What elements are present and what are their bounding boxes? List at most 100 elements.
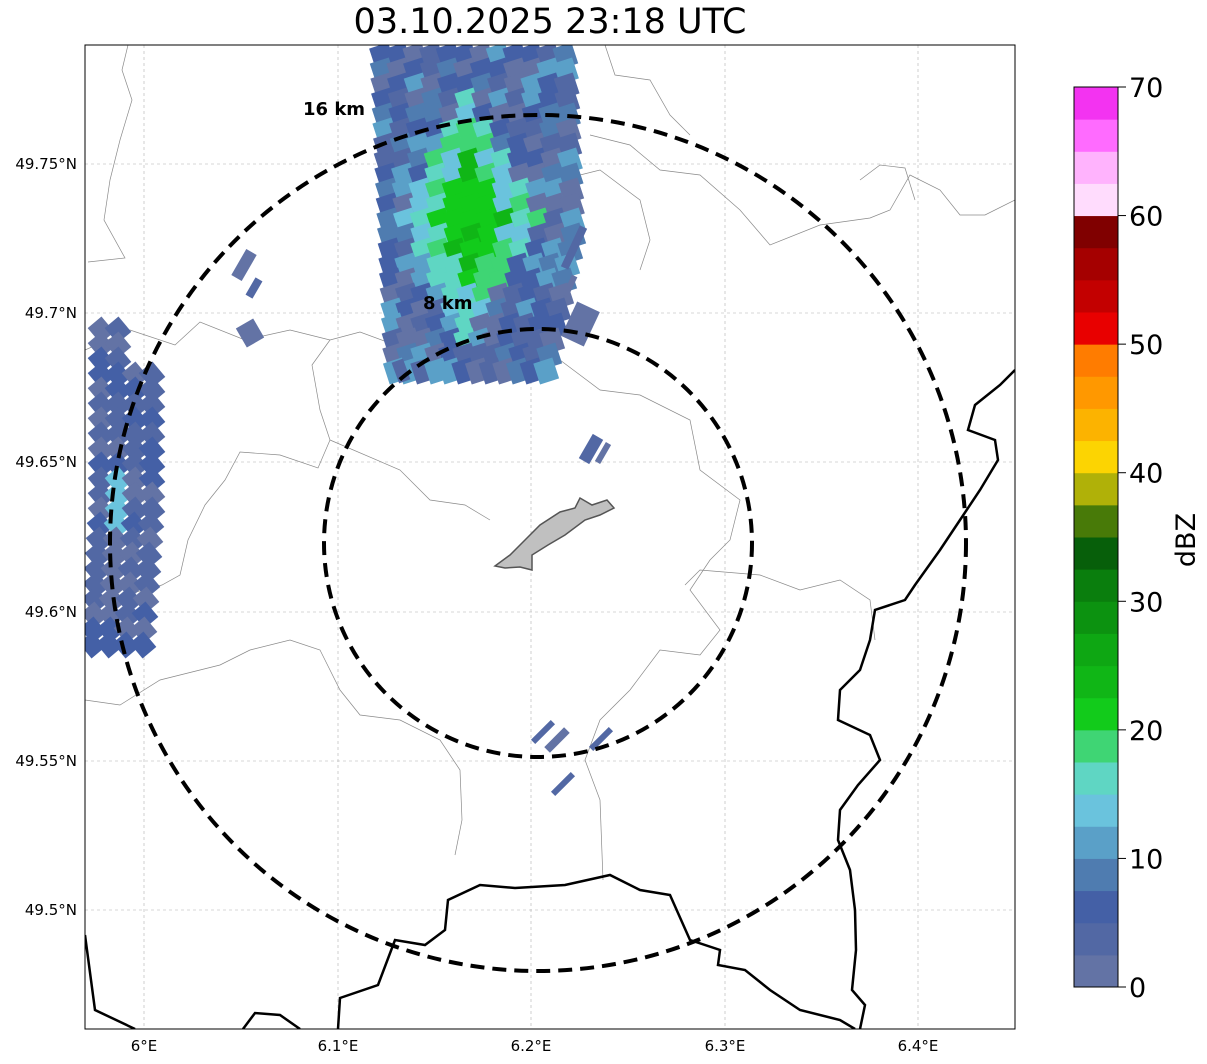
radar-echo-cell (87, 451, 115, 479)
radar-echo-cell (86, 511, 114, 539)
radar-echo-cell (235, 318, 265, 348)
colorbar-tick-label: 20 (1129, 716, 1163, 747)
radar-echo-cell (87, 466, 115, 494)
colorbar-bin (1074, 247, 1118, 281)
radar-echo-cell (138, 496, 166, 524)
radar-echo-cell (138, 451, 166, 479)
colorbar-unit-label: dBZ (1171, 513, 1202, 567)
radar-echo-cell (113, 616, 141, 644)
radar-echo-cell (121, 436, 149, 464)
colorbar-bin (1074, 665, 1118, 699)
radar-echo-cell (138, 436, 166, 464)
colorbar-bin (1074, 151, 1118, 184)
radar-echo-cell (104, 331, 132, 359)
colorbar-tick-label: 70 (1129, 73, 1163, 104)
colorbar-bin (1074, 472, 1118, 506)
radar-echo-cell (101, 541, 129, 569)
radar-echo-cell (138, 406, 166, 434)
radar-echo-cell (138, 376, 166, 404)
municipal-boundaries (85, 45, 1015, 881)
radar-echo-cell (95, 631, 123, 659)
colorbar-bin (1074, 537, 1118, 570)
border-east (836, 369, 1015, 1029)
lon-tick-label: 6.1°E (318, 1037, 359, 1055)
border-south-a (242, 1011, 301, 1029)
colorbar-bin (1074, 826, 1118, 859)
colorbar-bin (1074, 344, 1118, 377)
lon-tick-label: 6.4°E (898, 1037, 939, 1055)
radar-echo-cell (121, 481, 149, 509)
radar-echo-cell (245, 277, 263, 299)
radar-echo-cell (138, 466, 166, 494)
colorbar-bin (1074, 890, 1118, 924)
colorbar-bin (1074, 922, 1118, 956)
radar-echo-cell (85, 571, 110, 599)
lon-tick-label: 6.3°E (705, 1037, 746, 1055)
radar-echo-cell (121, 421, 149, 449)
radar-echo-cell (121, 466, 149, 494)
radar-echo-cell (533, 357, 560, 385)
colorbar-bin (1074, 408, 1118, 442)
radar-echo-cell (85, 616, 107, 644)
boundary-line (87, 45, 133, 263)
radar-echo-cell (588, 726, 614, 752)
range-ring-16km (108, 113, 968, 973)
radar-echo-cell (87, 421, 115, 449)
map-title: 03.10.2025 23:18 UTC (353, 2, 747, 42)
radar-echo-cell (138, 421, 166, 449)
radar-echo-cell (104, 481, 132, 509)
lat-tick-label: 49.65°N (15, 453, 77, 471)
radar-echo-cell (136, 526, 164, 554)
colorbar-tick-label: 10 (1129, 844, 1163, 875)
radar-echo-cell (138, 481, 166, 509)
radar-echo-cell (550, 771, 576, 797)
lat-tick-label: 49.6°N (25, 603, 77, 621)
radar-echo-cell (115, 586, 143, 614)
radar-echo-cell (87, 406, 115, 434)
radar-echo-cell (87, 316, 115, 344)
radar-echo-cell (87, 346, 115, 374)
range-ring-8km (322, 327, 754, 759)
border-west (85, 934, 136, 1029)
radar-echo-cell (561, 301, 600, 347)
radar-echo-cell (87, 331, 115, 359)
radar-echo-cell (121, 376, 149, 404)
radar-echo-cell (116, 571, 144, 599)
radar-echo-cell (87, 361, 115, 389)
colorbar-frame (1073, 86, 1119, 988)
radar-echo-cell (104, 376, 132, 404)
colorbar-bin (1074, 504, 1118, 538)
radar-echo-cell (131, 601, 159, 629)
colorbar-tick-label: 40 (1129, 459, 1163, 490)
radar-echo-cell (120, 511, 148, 539)
radar-echo-cell (87, 481, 115, 509)
radar-echo-cell (121, 451, 149, 479)
radar-echo-cell (114, 601, 142, 629)
radar-echo-cell (87, 376, 115, 404)
radar-echo-cell (112, 631, 140, 659)
national-borders (85, 369, 1015, 1029)
radar-echo-cell (87, 496, 115, 524)
radar-echo-cell (594, 441, 612, 465)
map-area: 16 km 8 km (85, 45, 1015, 1029)
colorbar-ticks: 0 10 20 30 40 50 60 70 (1118, 73, 1163, 1004)
colorbar-bin (1074, 762, 1118, 795)
radar-echo-cell (121, 496, 149, 524)
radar-echo-cell (135, 541, 163, 569)
colorbar-bin (1074, 440, 1118, 474)
radar-echo-cell (104, 361, 132, 389)
radar-echo-cell (231, 249, 257, 281)
border-south-b (336, 873, 856, 1029)
lat-tick-label: 49.5°N (25, 901, 77, 919)
range-ring-label-8km: 8 km (423, 293, 473, 314)
radar-echo-cell (87, 436, 115, 464)
radar-echo-cell (104, 391, 132, 419)
radar-echo-cell (560, 225, 588, 270)
colorbar-bin (1074, 119, 1118, 152)
colorbar-bin (1074, 697, 1118, 731)
colorbar-bin (1074, 87, 1118, 120)
radar-echo-cell (133, 571, 161, 599)
lat-tick-label: 49.7°N (25, 304, 77, 322)
colorbar-bin (1074, 601, 1118, 634)
